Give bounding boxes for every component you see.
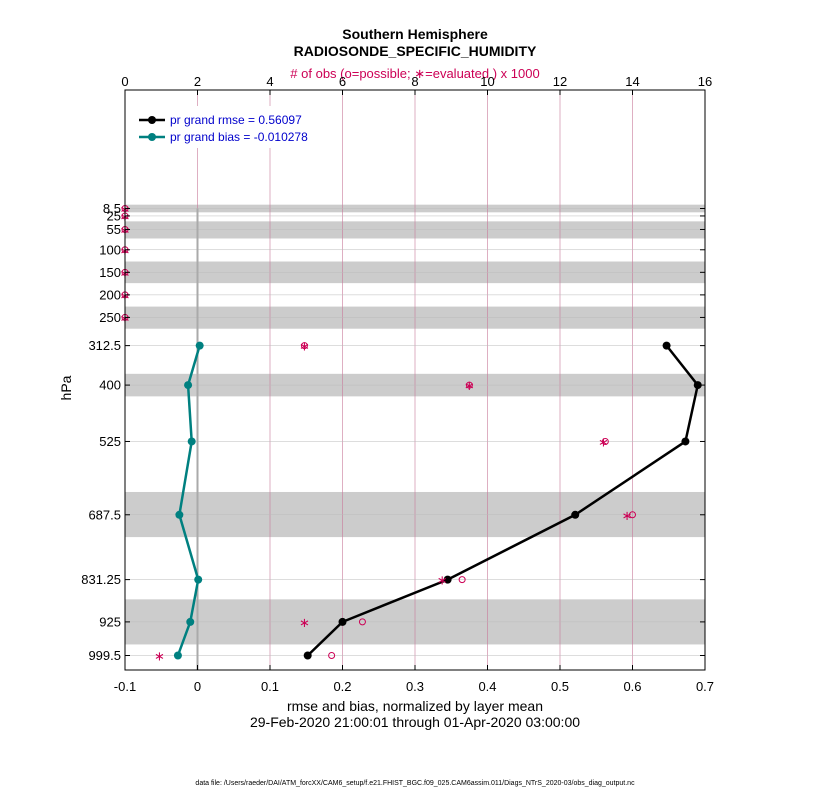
bias-point	[195, 341, 204, 350]
top-axis-tick-label: 6	[339, 74, 346, 89]
obs-evaluated-marker: ∗	[622, 509, 633, 524]
top-axis-tick-label: 0	[121, 74, 128, 89]
y-axis-tick-label: 525	[99, 434, 121, 449]
legend: pr grand rmse = 0.56097 pr grand bias = …	[132, 106, 330, 148]
rmse-point	[693, 381, 702, 390]
legend-rmse-marker	[148, 116, 156, 124]
legend-box	[132, 106, 330, 148]
series-lines	[173, 341, 702, 660]
top-axis-tick-label: 2	[194, 74, 201, 89]
obs-possible-marker	[465, 381, 473, 389]
obs-possible-marker	[601, 437, 609, 445]
y-axis-tick-label: 687.5	[88, 507, 121, 522]
top-axis-tick-label: 8	[411, 74, 418, 89]
top-axis-tick-label: 10	[480, 74, 494, 89]
obs-possible-marker	[629, 511, 636, 519]
top-axis-tick-label: 14	[625, 74, 639, 89]
bias-point	[194, 575, 203, 584]
x-axis-tick-label: 0.6	[623, 679, 641, 694]
x-axis-label: rmse and bias, normalized by layer mean	[287, 698, 543, 714]
data-file-footer: data file: /Users/raeder/DAI/ATM_forcXX/…	[195, 780, 635, 787]
y-axis-tick-label: 312.5	[88, 338, 121, 353]
obs-evaluated-marker: ∗	[299, 616, 310, 631]
rmse-point	[681, 437, 690, 446]
bias-point	[184, 381, 193, 390]
y-axis-tick-label: 100	[99, 242, 121, 257]
obs-evaluated-marker: ∗	[299, 340, 310, 355]
bias-point	[173, 651, 182, 660]
rmse-point	[443, 575, 452, 584]
x-axis-tick-label: 0.4	[478, 679, 496, 694]
rmse-point	[303, 651, 312, 660]
top-axis-tick-label: 4	[266, 74, 273, 89]
y-axis-tick-label: 250	[99, 310, 121, 325]
legend-bias-label: pr grand bias = -0.010278	[170, 130, 308, 144]
bias-point	[186, 617, 195, 626]
obs-evaluated-marker: ∗	[437, 574, 448, 589]
obs-possible-marker	[300, 342, 308, 350]
bias-point	[187, 437, 196, 446]
x-axis-tick-label: 0.3	[406, 679, 424, 694]
chart-subtitle: RADIOSONDE_SPECIFIC_HUMIDITY	[294, 43, 537, 59]
obs-possible-marker	[358, 618, 366, 626]
y-axis-label: hPa	[58, 375, 74, 400]
y-axis-tick-label: 999.5	[88, 648, 121, 663]
y-axis-tick-label: 925	[99, 614, 121, 629]
x-axis-tick-label: 0.1	[261, 679, 279, 694]
gridlines	[125, 90, 705, 670]
bias-point	[175, 510, 184, 519]
y-axis-tick-label: 55	[107, 222, 121, 237]
obs-possible-marker	[328, 652, 336, 659]
obs-evaluated-marker: ∗	[464, 379, 475, 394]
y-axis-tick-label: 400	[99, 378, 121, 393]
legend-rmse-label: pr grand rmse = 0.56097	[170, 113, 302, 127]
obs-evaluated-marker: ∗	[154, 650, 165, 665]
top-axis-tick-label: 12	[553, 74, 567, 89]
y-axis-tick-label: 200	[99, 287, 121, 302]
top-axis-tick-label: 16	[698, 74, 712, 89]
x-axis-tick-label: 0.2	[333, 679, 351, 694]
y-axis-tick-label: 831.25	[81, 572, 121, 587]
date-range: 29-Feb-2020 21:00:01 through 01-Apr-2020…	[250, 714, 580, 730]
x-axis-tick-label: 0	[194, 679, 201, 694]
top-axis-label: # of obs (o=possible; ∗=evaluated ) x 10…	[290, 66, 539, 81]
y-axis-tick-label: 25	[107, 208, 121, 223]
obs-evaluated-marker: ∗	[598, 435, 609, 450]
rmse-point	[338, 617, 347, 626]
obs-possible-marker	[458, 576, 466, 584]
chart-title: Southern Hemisphere	[342, 26, 488, 42]
rmse-point	[662, 341, 671, 350]
axis-ticks: 0 2 4 6 8 10 12 14 16 -0.1 0 0.1 0.2 0.3 0.4 0.5 0.6 0.7 8…	[81, 74, 714, 694]
y-axis-tick-label: 8.5	[103, 201, 121, 216]
x-axis-tick-label: -0.1	[114, 679, 136, 694]
y-axis-tick-label: 150	[99, 265, 121, 280]
legend-bias-marker	[148, 133, 156, 141]
rmse-point	[571, 510, 580, 519]
x-axis-tick-label: 0.7	[696, 679, 714, 694]
x-axis-tick-label: 0.5	[551, 679, 569, 694]
